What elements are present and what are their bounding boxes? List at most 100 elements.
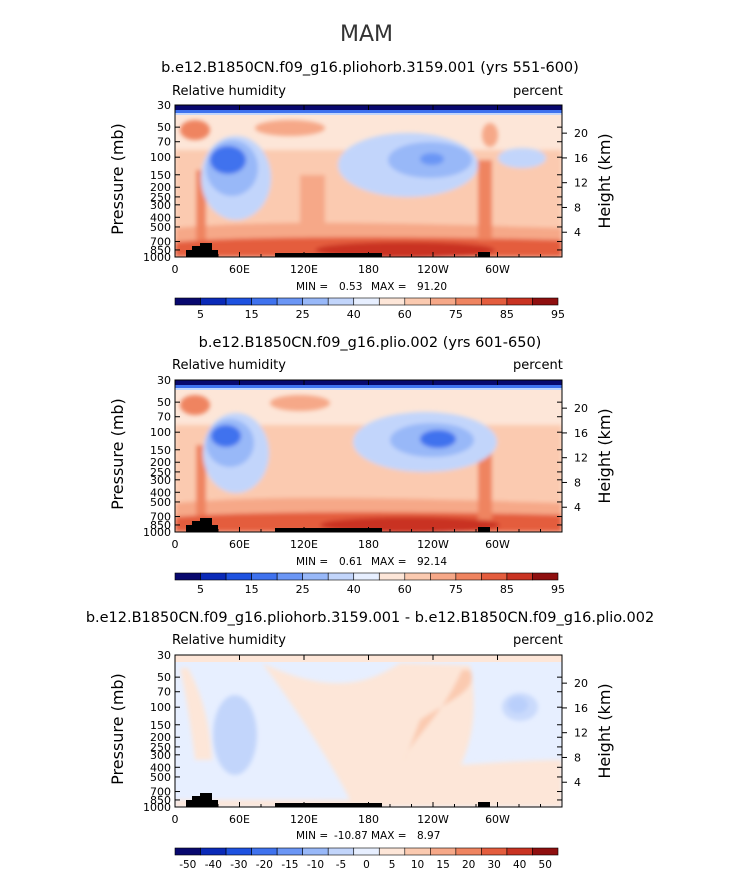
panel1-colorbar-label: 95 bbox=[551, 308, 565, 321]
panel2-colorbar-box bbox=[532, 572, 559, 581]
panel3-colorbar-label: 5 bbox=[389, 859, 396, 871]
panel3-variable: Relative humidity bbox=[172, 633, 286, 648]
panel3-htick-label: 20 bbox=[574, 677, 588, 690]
panel2-tropo-left bbox=[180, 395, 210, 415]
panel2-ytick-label: 400 bbox=[150, 486, 171, 499]
panel3-colorbar-label: 40 bbox=[513, 859, 526, 871]
panel3-colorbar-label: -50 bbox=[179, 859, 196, 871]
panel3-pos-left bbox=[180, 668, 212, 760]
panel1-dry-e-core bbox=[420, 153, 444, 165]
panel1-colorbar-box bbox=[200, 297, 227, 306]
panel2-ytick-label: 500 bbox=[150, 496, 171, 509]
panel3-xtick-label: 120W bbox=[417, 813, 449, 826]
panel2-ytick-label: 200 bbox=[150, 456, 171, 469]
panel2-xtick-label: 0 bbox=[172, 538, 179, 551]
panel1-colorbar-box bbox=[378, 297, 406, 306]
panel1-min-label: MIN = bbox=[296, 281, 329, 293]
panel3-colorbar-label: 50 bbox=[539, 859, 552, 871]
panel3-colorbar-label: 20 bbox=[462, 859, 475, 871]
panel3-htick-label: 4 bbox=[574, 776, 581, 789]
panel3-colorbar-label: -10 bbox=[307, 859, 324, 871]
panel1-strat-light bbox=[175, 113, 562, 115]
panel1-variable: Relative humidity bbox=[172, 84, 286, 99]
panel1-ytick-label: 250 bbox=[150, 191, 171, 204]
panel3-colorbar-label: 15 bbox=[436, 859, 449, 871]
panel2-colorbar-box bbox=[225, 572, 252, 581]
panel3-colorbar-box bbox=[174, 847, 201, 856]
panel2-ytick-label: 1000 bbox=[143, 526, 171, 539]
panel2-max-value: 92.14 bbox=[417, 556, 448, 568]
panel1-colorbar-label: 5 bbox=[197, 308, 204, 321]
panel1-colorbar-box bbox=[327, 297, 355, 306]
panel1-colorbar-box bbox=[532, 297, 559, 306]
figure-title: MAM bbox=[339, 22, 393, 47]
panel3-pos-band bbox=[405, 670, 472, 760]
panel3-ytick-label: 200 bbox=[150, 731, 171, 744]
panel1-topography bbox=[186, 243, 490, 257]
panel2-colorbar-box bbox=[200, 572, 227, 581]
panel3-colorbar-box bbox=[353, 847, 380, 856]
panel3-htick-label: 12 bbox=[574, 727, 588, 740]
panel3-colorbar-box bbox=[276, 847, 303, 856]
panel2-colorbar-box bbox=[378, 572, 406, 581]
panel1-htick-label: 8 bbox=[574, 201, 581, 214]
panel3-min-label: MIN = bbox=[296, 830, 329, 842]
panel2-colorbar-label: 95 bbox=[551, 583, 565, 596]
panel3-colorbar-box bbox=[378, 847, 406, 856]
panel1-htick-label: 16 bbox=[574, 152, 588, 165]
panel2-topography bbox=[186, 518, 490, 532]
panel3-neg-w bbox=[213, 695, 257, 775]
panel1-htick-label: 20 bbox=[574, 127, 588, 140]
panel3-neg-e bbox=[502, 693, 538, 721]
panel2-ytick-label: 50 bbox=[157, 396, 171, 409]
panel3-topography bbox=[186, 793, 490, 807]
panel3-colorbar-box bbox=[455, 847, 482, 856]
panel1-colorbar-box bbox=[481, 297, 508, 306]
panel2-min-value: 0.61 bbox=[339, 556, 363, 568]
panel3-ytick-label: 1000 bbox=[143, 801, 171, 814]
panel1-colorbar-box bbox=[506, 297, 533, 306]
panel2-colorbar-box bbox=[353, 572, 380, 581]
panel3-max-value: 8.97 bbox=[417, 830, 441, 842]
panel1-colorbar-box bbox=[251, 297, 278, 306]
panel3-ytick-label: 50 bbox=[157, 671, 171, 684]
panel3-colorbar-label: 30 bbox=[487, 859, 500, 871]
panel1-dry-w-core bbox=[210, 146, 246, 174]
panel1-strat-mid bbox=[175, 110, 562, 113]
panel1-ytick-label: 50 bbox=[157, 121, 171, 134]
panel2-colorbar-box bbox=[327, 572, 355, 581]
panel1-ytick-label: 150 bbox=[150, 169, 171, 182]
panel2-colorbar-label: 75 bbox=[449, 583, 463, 596]
panel1-colorbar-label: 75 bbox=[449, 308, 463, 321]
panel2-dry-w-core bbox=[211, 425, 241, 447]
panel2-colorbar-label: 5 bbox=[197, 583, 204, 596]
panel2-ytick-label: 150 bbox=[150, 444, 171, 457]
panel2-colorbar-box bbox=[276, 572, 303, 581]
panel1-max-label: MAX = bbox=[371, 281, 407, 293]
panel2-ytick-label: 30 bbox=[157, 374, 171, 387]
panel2-colorbar-label: 25 bbox=[296, 583, 310, 596]
panel2-strat-light bbox=[175, 388, 562, 390]
panel1-colorbar-box bbox=[430, 297, 457, 306]
panel3-pos-center bbox=[262, 663, 474, 800]
panel2-htick-label: 16 bbox=[574, 427, 588, 440]
panel2-field bbox=[175, 380, 562, 532]
panel3-max-label: MAX = bbox=[371, 830, 407, 842]
panel3-xtick-label: 180 bbox=[358, 813, 379, 826]
panel2-ytick-label: 250 bbox=[150, 466, 171, 479]
panel3-colorbar-box bbox=[430, 847, 457, 856]
panel3-units: percent bbox=[513, 633, 563, 648]
panel2-colorbar-box bbox=[302, 572, 329, 581]
panel2-colorbar-label: 40 bbox=[347, 583, 361, 596]
panel2-colorbar-label: 15 bbox=[245, 583, 259, 596]
panel1-colorbar-box bbox=[404, 297, 431, 306]
panel3-colorbar-label: 0 bbox=[363, 859, 370, 871]
panel1-col-right bbox=[478, 160, 492, 240]
panel1-colorbar-box bbox=[302, 297, 329, 306]
panel1-ytick-label: 1000 bbox=[143, 251, 171, 264]
panel2-strat-mid bbox=[175, 385, 562, 388]
panel1-colorbar-label: 60 bbox=[398, 308, 412, 321]
panel1-plot: 3050701001502002503004005007008501000201… bbox=[143, 99, 588, 321]
